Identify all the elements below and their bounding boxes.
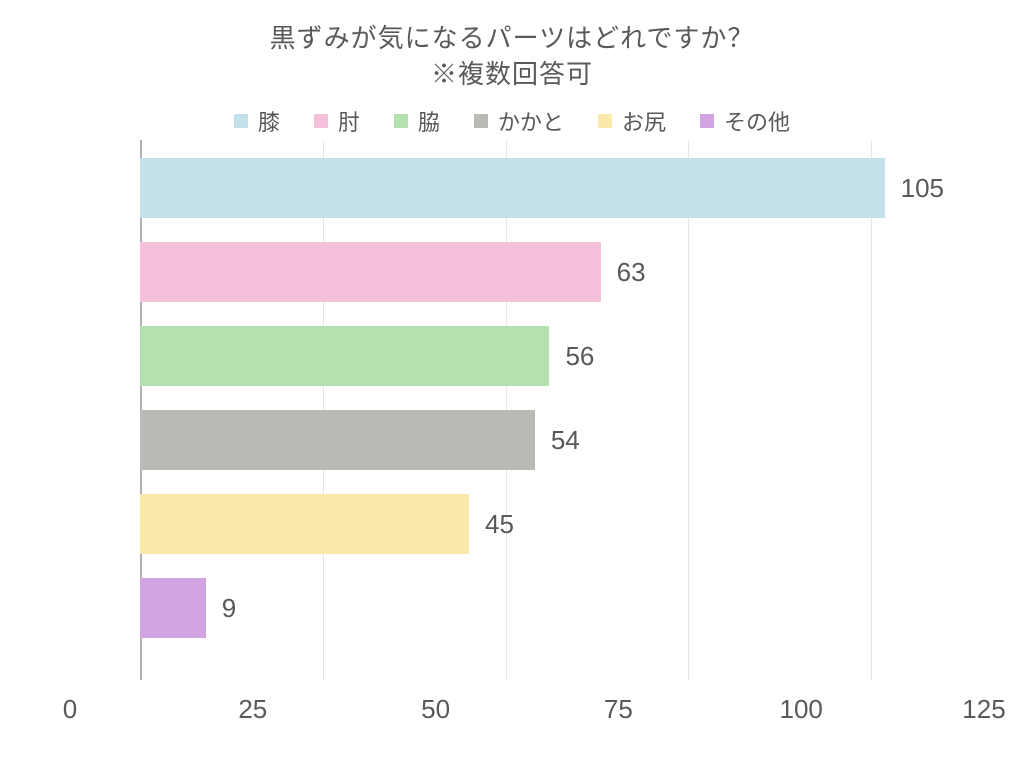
bar-value-label: 9 [222,593,236,624]
legend-label: 肘 [338,105,360,137]
x-axis-tick-label: 0 [63,694,77,725]
chart-legend: 膝 肘 脇 かかと お尻 その他 [30,105,994,137]
x-axis-tick-label: 25 [238,694,267,725]
legend-swatch [474,114,488,128]
bar-row: 54 [140,410,944,470]
legend-item: 膝 [234,105,280,137]
bar-value-label: 63 [617,257,646,288]
chart-x-axis-ticks: 0255075100125 [70,694,984,734]
legend-label: その他 [724,105,790,137]
bar [140,578,206,638]
bar-row: 9 [140,578,944,638]
chart-title-line-1: 黒ずみが気になるパーツはどれですか？ [30,20,994,56]
legend-item: 脇 [394,105,440,137]
legend-item: 肘 [314,105,360,137]
legend-item: かかと [474,105,564,137]
bar-value-label: 105 [901,173,944,204]
bar-value-label: 56 [565,341,594,372]
chart-bars: 105 63 56 54 45 9 [140,158,944,662]
x-axis-tick-label: 75 [604,694,633,725]
chart-container: 黒ずみが気になるパーツはどれですか？ ※複数回答可 膝 肘 脇 かかと お尻 その他 10… [0,0,1024,768]
bar-row: 56 [140,326,944,386]
legend-label: かかと [498,105,564,137]
chart-plot-area: 105 63 56 54 45 9 [140,140,944,680]
legend-swatch [234,114,248,128]
chart-title: 黒ずみが気になるパーツはどれですか？ ※複数回答可 [30,20,994,93]
legend-swatch [700,114,714,128]
bar [140,242,601,302]
x-axis-tick-label: 100 [779,694,822,725]
legend-label: 膝 [258,105,280,137]
bar [140,326,549,386]
bar-value-label: 54 [551,425,580,456]
bar-row: 63 [140,242,944,302]
bar [140,494,469,554]
bar [140,410,535,470]
chart-title-line-2: ※複数回答可 [30,56,994,92]
legend-item: お尻 [598,105,666,137]
legend-label: お尻 [622,105,666,137]
legend-swatch [394,114,408,128]
x-axis-tick-label: 125 [962,694,1005,725]
bar-row: 105 [140,158,944,218]
legend-swatch [314,114,328,128]
bar [140,158,885,218]
legend-label: 脇 [418,105,440,137]
bar-row: 45 [140,494,944,554]
bar-value-label: 45 [485,509,514,540]
x-axis-tick-label: 50 [421,694,450,725]
legend-swatch [598,114,612,128]
legend-item: その他 [700,105,790,137]
